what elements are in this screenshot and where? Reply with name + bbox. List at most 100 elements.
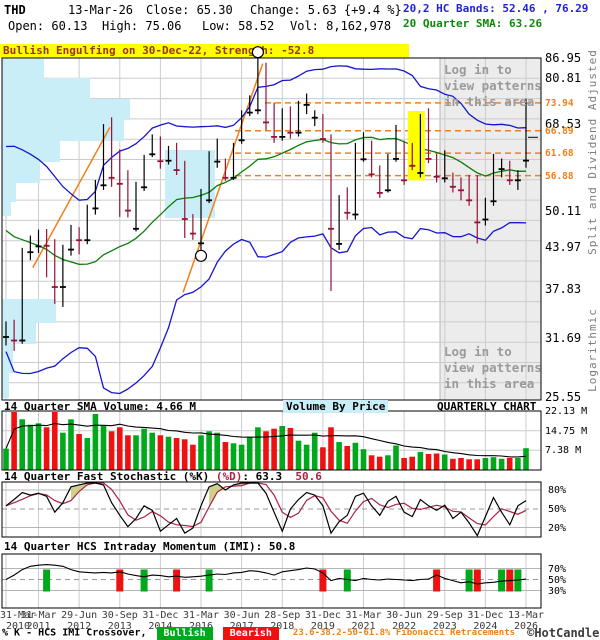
candle-body [352, 213, 359, 216]
stochastic-d-value: 50.6 [295, 470, 322, 483]
candle-body [295, 131, 302, 134]
candle-body [458, 189, 464, 192]
copyright-label[interactable]: ©HotCandlestick.com [527, 626, 600, 640]
candle-body [409, 164, 416, 167]
candle-body [116, 182, 123, 185]
candle-body [393, 158, 399, 160]
volume-by-price-bar [2, 373, 9, 398]
login-notice-top[interactable]: Log in to view patterns in this area [444, 62, 542, 109]
volume-by-price-bar [2, 323, 36, 344]
volume-bar [60, 432, 66, 470]
candle-body [441, 177, 448, 180]
stochastic-pane-title: 14 Quarter Fast Stochastic (%K) (%D): 63… [4, 470, 322, 483]
candle-body [51, 286, 58, 288]
candle-body [287, 131, 294, 134]
candle-body [149, 153, 156, 156]
volume-bar [458, 458, 464, 470]
volume-bar [409, 456, 415, 470]
candle-body [254, 109, 261, 112]
price-tick-label: 80.81 [545, 71, 582, 86]
candle-body [263, 121, 269, 124]
candle-body [336, 243, 343, 245]
volume-by-price-bar [2, 120, 124, 141]
candle-body [311, 116, 318, 119]
candle-body [506, 179, 513, 182]
candle-body [11, 339, 18, 342]
volume-bar [271, 428, 277, 470]
volume-bar [433, 453, 440, 470]
price-tick-label: 25.55 [545, 390, 582, 405]
volume-bar [133, 435, 139, 470]
pattern-highlight-area [165, 150, 215, 218]
pattern-banner: Bullish Engulfing on 30-Dec-22, Strength… [0, 44, 409, 58]
volume-bar [328, 427, 334, 470]
candle-body [238, 139, 245, 142]
volume-bar [11, 412, 17, 470]
sma-line [5, 136, 527, 265]
candle-body [344, 211, 351, 214]
candle-body [108, 176, 115, 179]
pane-border [1, 481, 542, 538]
bollinger-lower-band [5, 221, 527, 395]
candle-body [523, 159, 529, 162]
volume-bar [149, 432, 155, 470]
volume-bar [214, 432, 220, 470]
candle-body [68, 248, 74, 251]
quote-change: Change: 5.63 {+9.4 %} [250, 3, 402, 17]
quote-high: High: 75.06 [102, 19, 182, 33]
volume-by-price-bar [2, 162, 40, 183]
candle-body [92, 207, 99, 210]
volume-sma-line [5, 422, 527, 458]
volume-bar [295, 440, 302, 470]
candle-body [319, 138, 326, 140]
volume-bar [238, 444, 245, 470]
volume-bar [344, 446, 350, 470]
quote-close: Close: 65.30 [146, 3, 233, 17]
volume-bar [255, 427, 261, 470]
volume-bar [425, 454, 432, 470]
candle-body [59, 286, 66, 288]
imi-crossover-signal [465, 569, 473, 592]
candle-body [133, 227, 139, 230]
imi-line [5, 564, 527, 585]
candle-body [279, 136, 286, 138]
volume-bar [92, 414, 99, 470]
bullish-engulfing-highlight [407, 111, 425, 181]
x-tick-label: 31-Mar 2011 [20, 610, 57, 632]
volume-bar [27, 424, 34, 470]
volume-bar [125, 435, 131, 470]
candle-body [100, 184, 107, 187]
volume-bar [3, 448, 9, 470]
imi-crossover-signal [343, 569, 351, 592]
stoch-tick-label: 80% [548, 485, 567, 496]
volume-bar [165, 436, 172, 470]
trend-line [32, 126, 111, 268]
candle-body [498, 168, 505, 170]
volume-by-price-bar [2, 183, 16, 202]
volume-bar [498, 458, 505, 470]
volume-bar [482, 458, 489, 470]
imi-crossover-signal [43, 569, 51, 592]
ticker-symbol: THD [4, 3, 26, 17]
hc-bands-readout: 20,2 HC Bands: 52.46 , 76.29 [403, 2, 589, 15]
candle-body [214, 160, 221, 163]
pattern-circle-marker [251, 46, 264, 59]
bullish-legend-badge: Bullish [156, 626, 213, 640]
volume-bar [417, 451, 424, 470]
stochastic-k-label: 14 Quarter Fast Stochastic (%K) [4, 470, 216, 483]
volume-bar [490, 457, 497, 470]
pane-border [1, 57, 542, 401]
x-tick-label: 30-Sep 2013 [101, 610, 138, 632]
login-notice-bottom[interactable]: Log in to view patterns in this area [444, 344, 542, 391]
candle-body [35, 245, 42, 248]
fibonacci-tick-label: 66.89 [545, 125, 574, 137]
volume-bar [157, 435, 164, 470]
candle-body [230, 176, 237, 179]
candle-body [425, 158, 432, 160]
volume-bar [68, 419, 74, 470]
pane-border [1, 410, 542, 471]
imi-crossover-signal [319, 569, 327, 592]
volume-bar [450, 458, 456, 470]
imi-crossover-signal [116, 569, 124, 592]
volume-by-price-bar [2, 99, 130, 120]
